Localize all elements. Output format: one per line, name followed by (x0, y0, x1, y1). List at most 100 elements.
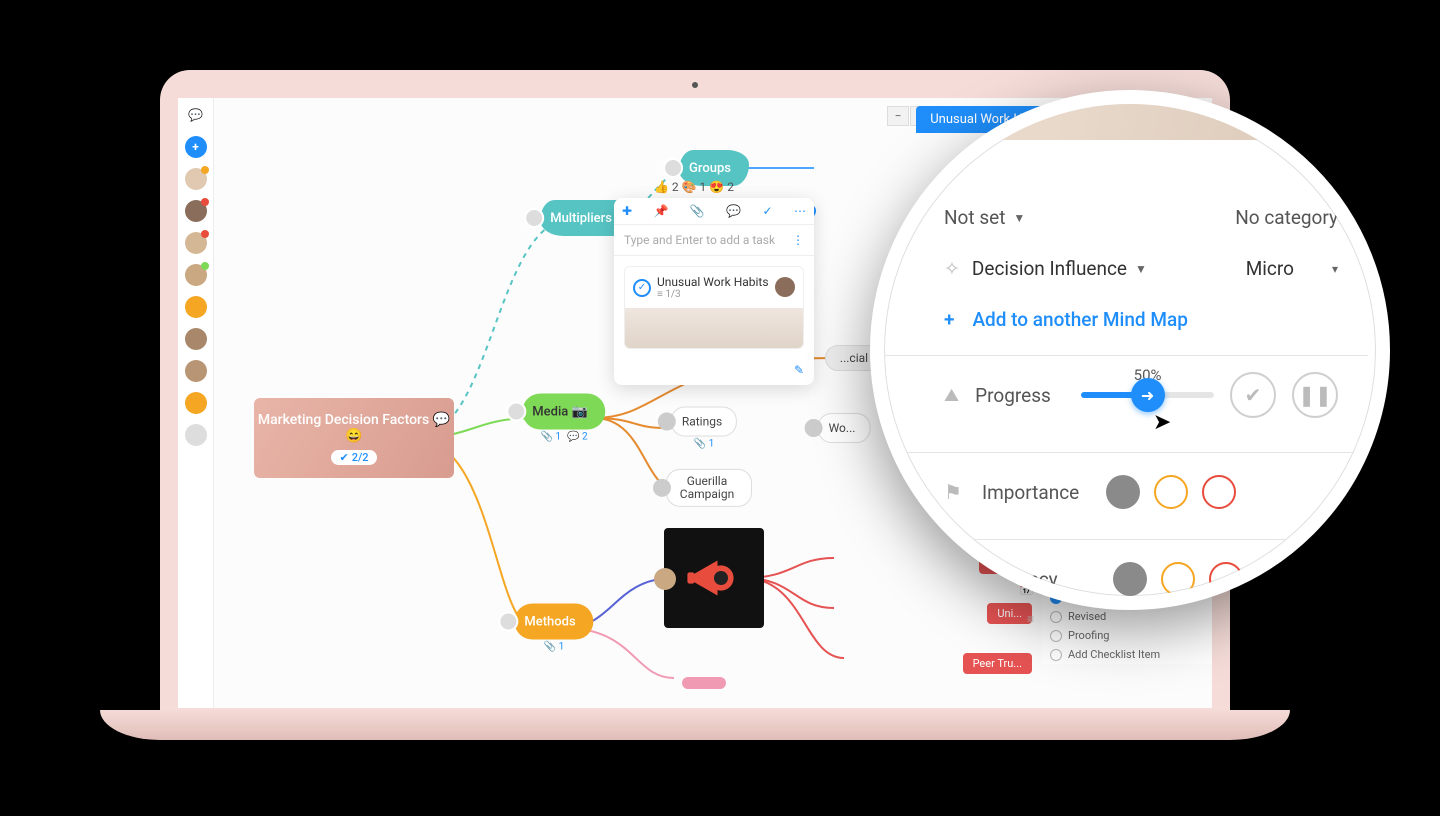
left-sidebar: 💬 + (178, 98, 214, 708)
pill-peer[interactable]: Peer Tru... (963, 653, 1032, 674)
plus-icon[interactable]: ✚ (622, 204, 632, 218)
importance-label: Importance (982, 481, 1092, 504)
root-node[interactable]: Marketing Decision Factors 💬 😄 ✔ 2/2 (254, 398, 454, 478)
node-label: Guerilla Campaign (677, 475, 737, 501)
avatar (498, 612, 518, 632)
popover-toolbar: ✚ 📌 📎 💬 ✓ ⋯ (614, 198, 814, 225)
check-icon[interactable] (1050, 649, 1062, 661)
pause-button[interactable]: ❚❚ (1292, 372, 1338, 418)
add-mindmap-link[interactable]: Add to another Mind Map (972, 308, 1187, 331)
progress-slider[interactable]: 50% ➜ ➤ (1081, 392, 1214, 398)
avatar (663, 158, 683, 178)
avatar[interactable] (185, 264, 207, 286)
level-dot-3[interactable] (1209, 562, 1243, 596)
node-label: Multipliers (550, 211, 612, 226)
more-icon[interactable]: ⋯ (794, 204, 806, 218)
avatar[interactable] (185, 296, 207, 318)
check-icon[interactable] (1050, 630, 1062, 642)
level-dot-3[interactable] (1202, 475, 1236, 509)
node-guerilla[interactable]: Guerilla Campaign (666, 469, 752, 507)
node-label: Media 📷 (532, 404, 587, 419)
task-input[interactable]: Type and Enter to add a task ⋮ (614, 225, 814, 256)
cursor-icon: ➤ (1153, 410, 1171, 435)
node-meta: 📎 1 (671, 439, 737, 450)
complete-button[interactable]: ✔ (1230, 372, 1276, 418)
megaphone-image (664, 528, 764, 628)
connection-icon: ✧ (944, 257, 960, 280)
progress-handle[interactable]: ➜ (1131, 378, 1165, 412)
node-methods[interactable]: Methods 📎 1 (514, 604, 593, 653)
root-badge: ✔ 2/2 (331, 450, 376, 465)
node-ratings[interactable]: Ratings 📎 1 (671, 407, 737, 450)
node-media[interactable]: Media 📷 📎 1 💬 2 (522, 394, 605, 443)
level-dot-1[interactable] (1113, 562, 1147, 596)
edit-icon[interactable]: ✎ (614, 359, 814, 385)
avatar (524, 208, 544, 228)
node-label: ...cial (840, 351, 868, 365)
check-circle-icon[interactable]: ✓ (633, 279, 651, 297)
avatar[interactable] (185, 392, 207, 414)
pill-uni[interactable]: Uni... (987, 603, 1032, 624)
node-label: Wo... (829, 421, 856, 435)
chevron-down-icon: ▼ (1135, 262, 1147, 276)
node-wo[interactable]: Wo... (818, 413, 871, 443)
avatar[interactable] (185, 328, 207, 350)
node-label: Ratings (682, 415, 722, 429)
chat-icon[interactable]: 💬 (185, 104, 207, 126)
category-dropdown[interactable]: No category (1235, 206, 1338, 229)
magnifier-lens: Not set ▼ No category ✧ Decision Influenc… (870, 90, 1390, 610)
avatar (506, 402, 526, 422)
checklist-label: Add Checklist Item (1068, 648, 1160, 661)
list-icon[interactable]: ≡ (1027, 612, 1034, 626)
status-dropdown[interactable]: Not set ▼ (944, 206, 1025, 229)
importance-row: ⚑ Importance (944, 459, 1338, 529)
avatar[interactable] (185, 232, 207, 254)
influence-dropdown[interactable]: Decision Influence ▼ (972, 257, 1147, 280)
level-dot-1[interactable] (1106, 475, 1140, 509)
chevron-down-icon: ▾ (1332, 262, 1338, 276)
zoom-out-button[interactable]: − (887, 106, 909, 126)
avatar[interactable] (185, 424, 207, 446)
mountain-icon: ⛰ (944, 385, 959, 406)
checklist-item[interactable]: Proofing (1042, 626, 1212, 645)
level-dot-2[interactable] (1154, 475, 1188, 509)
avatar (805, 419, 823, 437)
level-dot-2[interactable] (1161, 562, 1195, 596)
dropdown-label: Micro (1246, 257, 1294, 280)
checklist-item[interactable]: Add Checklist Item (1042, 645, 1212, 664)
task-title: Unusual Work Habits (657, 275, 769, 289)
reactions: 👍 2 🎨 1 😍 2 (654, 180, 734, 194)
micro-dropdown[interactable]: Micro ▾ (1246, 257, 1338, 280)
camera-dot (692, 82, 698, 88)
dropdown-label: No category (1235, 206, 1338, 229)
task-meta: ≡ 1/3 (657, 289, 769, 300)
placeholder-text: Type and Enter to add a task (624, 233, 775, 247)
task-card-preview (625, 308, 803, 348)
node-meta: 📎 1 💬 2 (522, 432, 605, 443)
plus-icon[interactable]: + (944, 308, 954, 331)
menu-icon[interactable]: ⋮ (792, 233, 804, 247)
node-label: Groups (689, 161, 731, 176)
avatar[interactable] (185, 360, 207, 382)
task-popover: ✚ 📌 📎 💬 ✓ ⋯ Type and Enter to add a task… (614, 198, 814, 385)
check-icon[interactable]: ✓ (762, 204, 772, 218)
attachment-icon[interactable]: 📎 (690, 204, 705, 218)
comment-icon[interactable]: 💬 (726, 204, 741, 218)
node-pink[interactable] (682, 677, 726, 689)
avatar[interactable] (185, 200, 207, 222)
avatar[interactable] (185, 168, 207, 190)
flag-icon: ⚑ (944, 480, 962, 504)
add-button[interactable]: + (185, 136, 207, 158)
avatar (653, 479, 671, 497)
avatar (658, 413, 676, 431)
node-meta: 📎 1 (514, 642, 593, 653)
checklist-label: Revised (1068, 610, 1106, 623)
dropdown-label: Decision Influence (972, 257, 1127, 280)
chevron-down-icon: ▼ (1013, 211, 1025, 225)
check-icon[interactable] (1050, 611, 1062, 623)
dropdown-label: Not set (944, 206, 1005, 229)
task-card[interactable]: ✓ Unusual Work Habits ≡ 1/3 (624, 266, 804, 349)
avatar (654, 568, 676, 590)
pin-icon[interactable]: 📌 (653, 204, 668, 218)
progress-row: ⛰ Progress 50% ➜ ➤ ✔ ❚❚ (944, 362, 1338, 442)
